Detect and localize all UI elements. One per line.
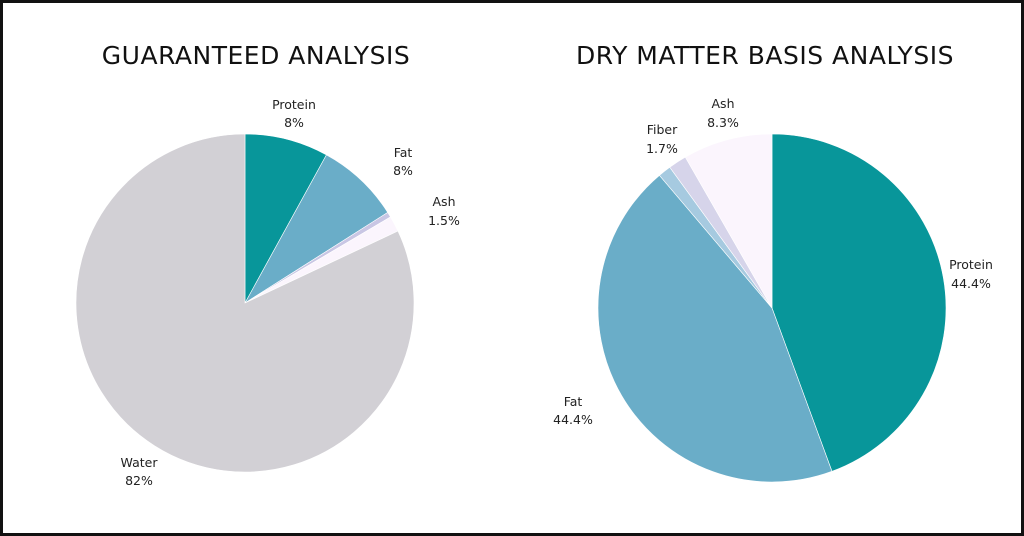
label-dm-ash-value: 8.3%: [707, 115, 739, 130]
label-dm-protein-value: 44.4%: [951, 276, 991, 291]
dry-matter-slice-ash-4: [684, 133, 773, 310]
label-protein-value: 8%: [284, 115, 304, 130]
label-water-name: Water: [121, 455, 159, 470]
label-dm-fiber-name: Fiber: [647, 122, 678, 137]
label-dm-ash-name: Ash: [712, 96, 735, 111]
label-dm-protein-name: Protein: [949, 257, 993, 272]
dry-matter-pie: [597, 133, 947, 483]
label-protein-name: Protein: [272, 97, 316, 112]
guaranteed-slice-water-4: [75, 133, 415, 473]
label-ash-name: Ash: [433, 194, 456, 209]
guaranteed-analysis-pie: [75, 133, 415, 473]
label-dm-fat-name: Fat: [564, 394, 583, 409]
label-fat-name: Fat: [394, 145, 413, 160]
label-dm-fiber-value: 1.7%: [646, 141, 678, 156]
label-fat-value: 8%: [393, 163, 413, 178]
chart-title-dry-matter: DRY MATTER BASIS ANALYSIS: [576, 41, 954, 70]
label-water-value: 82%: [125, 473, 153, 488]
dry-matter-slice-fat-1: [597, 174, 833, 483]
chart-title-guaranteed: GUARANTEED ANALYSIS: [102, 41, 410, 70]
label-ash-value: 1.5%: [428, 213, 460, 228]
dry-matter-slice-protein-0: [771, 133, 947, 472]
label-dm-fat-value: 44.4%: [553, 412, 593, 427]
